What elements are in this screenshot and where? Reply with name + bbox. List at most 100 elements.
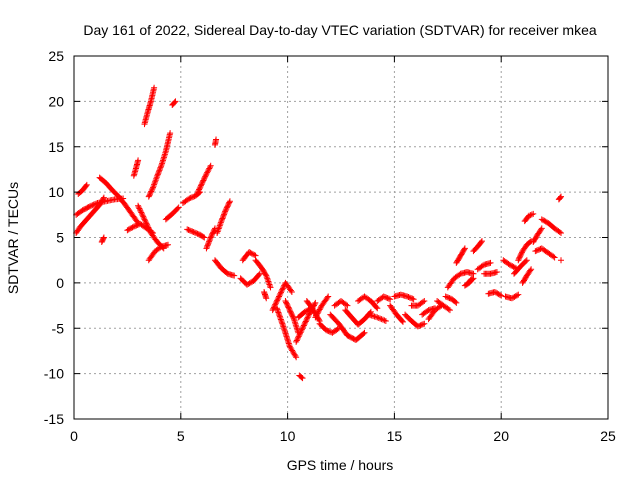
data-point [132, 223, 139, 230]
data-point [272, 300, 279, 307]
data-point [286, 307, 293, 314]
data-point [255, 271, 262, 278]
data-point [511, 293, 518, 300]
data-point [222, 208, 229, 215]
series-arc-c [75, 181, 90, 197]
data-point [224, 203, 231, 210]
data-point [493, 268, 500, 275]
data-point [293, 338, 300, 345]
series-arc-x [261, 288, 270, 302]
series-arc-af [312, 293, 332, 321]
x-tick-label: 0 [70, 428, 78, 444]
data-point [206, 164, 213, 171]
y-tick-label: -10 [44, 366, 64, 382]
data-point [207, 234, 214, 241]
data-point [491, 288, 498, 295]
data-point [453, 299, 460, 306]
tick-labels: 0 5 10 15 20 25 -15 -10 -5 0 5 10 15 20 25 [44, 48, 616, 444]
data-point [277, 290, 284, 297]
data-point [188, 194, 195, 201]
data-point [325, 328, 332, 335]
data-point [445, 294, 452, 301]
data-point [316, 306, 323, 313]
data-point [185, 226, 192, 233]
series-arc-s [211, 257, 238, 279]
data-point [217, 219, 224, 226]
data-point [265, 278, 272, 285]
data-point [274, 296, 281, 303]
data-point [515, 291, 522, 298]
data-point [278, 288, 285, 295]
data-point [312, 314, 319, 321]
data-point [558, 193, 565, 200]
data-point [508, 295, 515, 302]
data-point [90, 201, 97, 208]
series-arc-h [141, 84, 158, 128]
data-point [147, 189, 154, 196]
data-point [185, 196, 192, 203]
data-point [405, 294, 412, 301]
data-point [143, 220, 150, 227]
data-point [294, 336, 301, 343]
data-point [151, 180, 158, 187]
data-point [220, 212, 227, 219]
series-arc-at [434, 298, 453, 314]
data-point [542, 218, 549, 225]
data-point [205, 166, 212, 173]
data-point [266, 281, 273, 288]
data-point [151, 84, 158, 91]
data-point [198, 181, 205, 188]
data-point [221, 209, 228, 216]
series-arc-ac [296, 372, 306, 382]
data-points [73, 84, 565, 382]
series-arc-bb [481, 268, 500, 277]
data-point [387, 296, 394, 303]
data-point [218, 216, 225, 223]
data-point [315, 307, 322, 314]
data-point [196, 185, 203, 192]
data-point [262, 271, 269, 278]
data-point [510, 294, 517, 301]
data-point [174, 205, 181, 212]
data-point [512, 293, 519, 300]
data-point [137, 206, 144, 213]
data-point [142, 219, 149, 226]
data-point [381, 317, 388, 324]
data-point [214, 228, 221, 235]
data-point [206, 237, 213, 244]
data-point [202, 172, 209, 179]
y-tick-label: 5 [56, 230, 64, 246]
series-arc-y [269, 279, 295, 314]
series-arc-e [98, 234, 107, 246]
data-point [164, 241, 171, 248]
data-point [171, 99, 178, 106]
data-point [100, 235, 107, 242]
data-point [203, 244, 210, 251]
data-point [219, 214, 226, 221]
grid [74, 56, 608, 419]
data-point [150, 183, 157, 190]
data-point [200, 177, 207, 184]
data-point [416, 322, 423, 329]
data-point [145, 224, 152, 231]
data-point [225, 200, 232, 207]
data-point [517, 253, 524, 260]
data-point [153, 174, 160, 181]
data-point [221, 211, 228, 218]
series-arc-g [130, 157, 142, 179]
data-point [205, 241, 212, 248]
data-point [374, 305, 381, 312]
data-point [446, 295, 453, 302]
data-point [468, 276, 475, 283]
data-point [558, 229, 565, 236]
data-point [270, 304, 277, 311]
data-point [223, 205, 230, 212]
data-point [194, 230, 201, 237]
data-point [152, 177, 159, 184]
series-arc-bl [538, 216, 565, 236]
y-tick-label: 25 [48, 48, 64, 64]
data-point [283, 299, 290, 306]
data-point [421, 298, 428, 305]
data-point [193, 230, 200, 237]
